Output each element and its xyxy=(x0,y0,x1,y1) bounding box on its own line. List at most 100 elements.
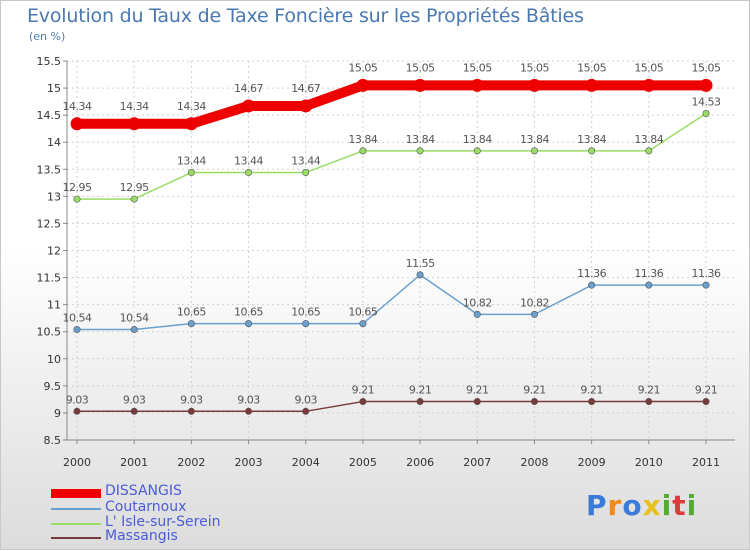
data-label: 10.65 xyxy=(234,306,263,319)
legend-swatch-dissangis xyxy=(51,489,101,498)
x-tick-label: 2010 xyxy=(635,456,663,469)
data-point xyxy=(302,407,310,415)
data-label: 14.34 xyxy=(120,100,149,113)
logo-letter: o xyxy=(622,489,643,522)
data-point xyxy=(530,310,538,318)
data-point xyxy=(416,271,424,279)
logo-letter: P xyxy=(586,489,608,522)
logo-letter: x xyxy=(642,489,662,522)
data-point xyxy=(359,320,367,328)
data-label: 13.84 xyxy=(463,133,492,146)
data-label: 15.05 xyxy=(463,61,492,74)
y-tick-label: 8.5 xyxy=(44,434,62,447)
legend-swatch-coutarnoux xyxy=(51,508,101,510)
data-point xyxy=(645,147,653,155)
data-point xyxy=(702,398,710,406)
y-tick-label: 14.5 xyxy=(37,109,62,122)
data-label: 9.21 xyxy=(409,384,432,397)
data-point xyxy=(588,281,596,289)
x-tick-label: 2002 xyxy=(177,456,205,469)
data-label: 14.67 xyxy=(234,82,263,95)
data-label: 9.03 xyxy=(123,393,146,406)
data-label: 13.84 xyxy=(634,133,663,146)
series-line-massangis xyxy=(77,400,706,413)
series-line-coutarnoux xyxy=(77,274,706,331)
data-label: 13.84 xyxy=(348,133,377,146)
data-label: 10.82 xyxy=(520,296,549,309)
y-tick-label: 13.5 xyxy=(37,163,62,176)
logo-letter: i xyxy=(686,489,698,522)
y-tick-label: 9.5 xyxy=(44,380,62,393)
data-label: 10.65 xyxy=(348,306,377,319)
data-label: 10.54 xyxy=(63,312,92,325)
data-label: 15.05 xyxy=(577,61,606,74)
data-label: 9.21 xyxy=(466,384,489,397)
data-point xyxy=(130,326,138,334)
y-tick-label: 11 xyxy=(47,299,61,312)
data-point xyxy=(473,310,481,318)
data-label: 14.53 xyxy=(692,96,721,109)
data-point xyxy=(702,281,710,289)
data-point xyxy=(187,407,195,415)
data-label: 9.21 xyxy=(695,384,718,397)
x-tick-label: 2001 xyxy=(120,456,148,469)
data-label: 9.03 xyxy=(237,393,260,406)
data-label: 9.21 xyxy=(352,384,375,397)
y-tick-label: 10 xyxy=(47,353,61,366)
data-label: 15.05 xyxy=(406,61,435,74)
legend-swatch-massangis xyxy=(51,537,101,539)
proxiti-logo: Proxiti xyxy=(586,489,697,522)
data-label: 13.44 xyxy=(177,155,206,168)
data-point xyxy=(73,326,81,334)
data-label: 15.05 xyxy=(634,61,663,74)
y-tick-label: 10.5 xyxy=(37,326,62,339)
data-point xyxy=(473,147,481,155)
data-label: 9.03 xyxy=(294,393,317,406)
data-label: 10.54 xyxy=(120,312,149,325)
data-point xyxy=(245,169,253,177)
data-label: 9.03 xyxy=(66,393,89,406)
data-label: 14.34 xyxy=(177,100,206,113)
y-tick-label: 13 xyxy=(47,190,61,203)
data-point xyxy=(242,99,256,113)
data-label: 9.21 xyxy=(638,384,661,397)
y-tick-label: 12 xyxy=(47,245,61,258)
logo-letter: t xyxy=(672,489,687,522)
data-label: 9.03 xyxy=(180,393,203,406)
data-point xyxy=(645,398,653,406)
series-line-dissangis xyxy=(77,80,706,129)
data-label: 13.44 xyxy=(291,155,320,168)
data-point xyxy=(130,407,138,415)
y-tick-label: 15 xyxy=(47,82,61,95)
data-point xyxy=(470,78,484,92)
data-label: 14.34 xyxy=(63,100,92,113)
data-point xyxy=(588,398,596,406)
data-label: 10.82 xyxy=(463,296,492,309)
data-point xyxy=(473,398,481,406)
y-tick-label: 14 xyxy=(47,136,61,149)
x-tick-label: 2007 xyxy=(463,456,491,469)
x-tick-label: 2005 xyxy=(349,456,377,469)
legend-label: L' Isle-sur-Serein xyxy=(105,514,221,530)
logo-letter: r xyxy=(607,489,623,522)
data-label: 13.84 xyxy=(577,133,606,146)
x-tick-label: 2003 xyxy=(235,456,263,469)
data-point xyxy=(70,117,84,131)
data-point xyxy=(585,78,599,92)
data-point xyxy=(642,78,656,92)
data-label: 12.95 xyxy=(63,181,92,194)
data-point xyxy=(413,78,427,92)
data-point xyxy=(416,398,424,406)
data-point xyxy=(302,320,310,328)
x-tick-label: 2009 xyxy=(578,456,606,469)
chart-title: Evolution du Taux de Taxe Foncière sur l… xyxy=(27,5,584,27)
data-point xyxy=(645,281,653,289)
data-label: 11.36 xyxy=(577,267,606,280)
legend-swatch-isle-sur-serein xyxy=(51,523,101,525)
data-label: 10.65 xyxy=(291,306,320,319)
data-point xyxy=(359,398,367,406)
data-point xyxy=(588,147,596,155)
data-label: 13.84 xyxy=(520,133,549,146)
